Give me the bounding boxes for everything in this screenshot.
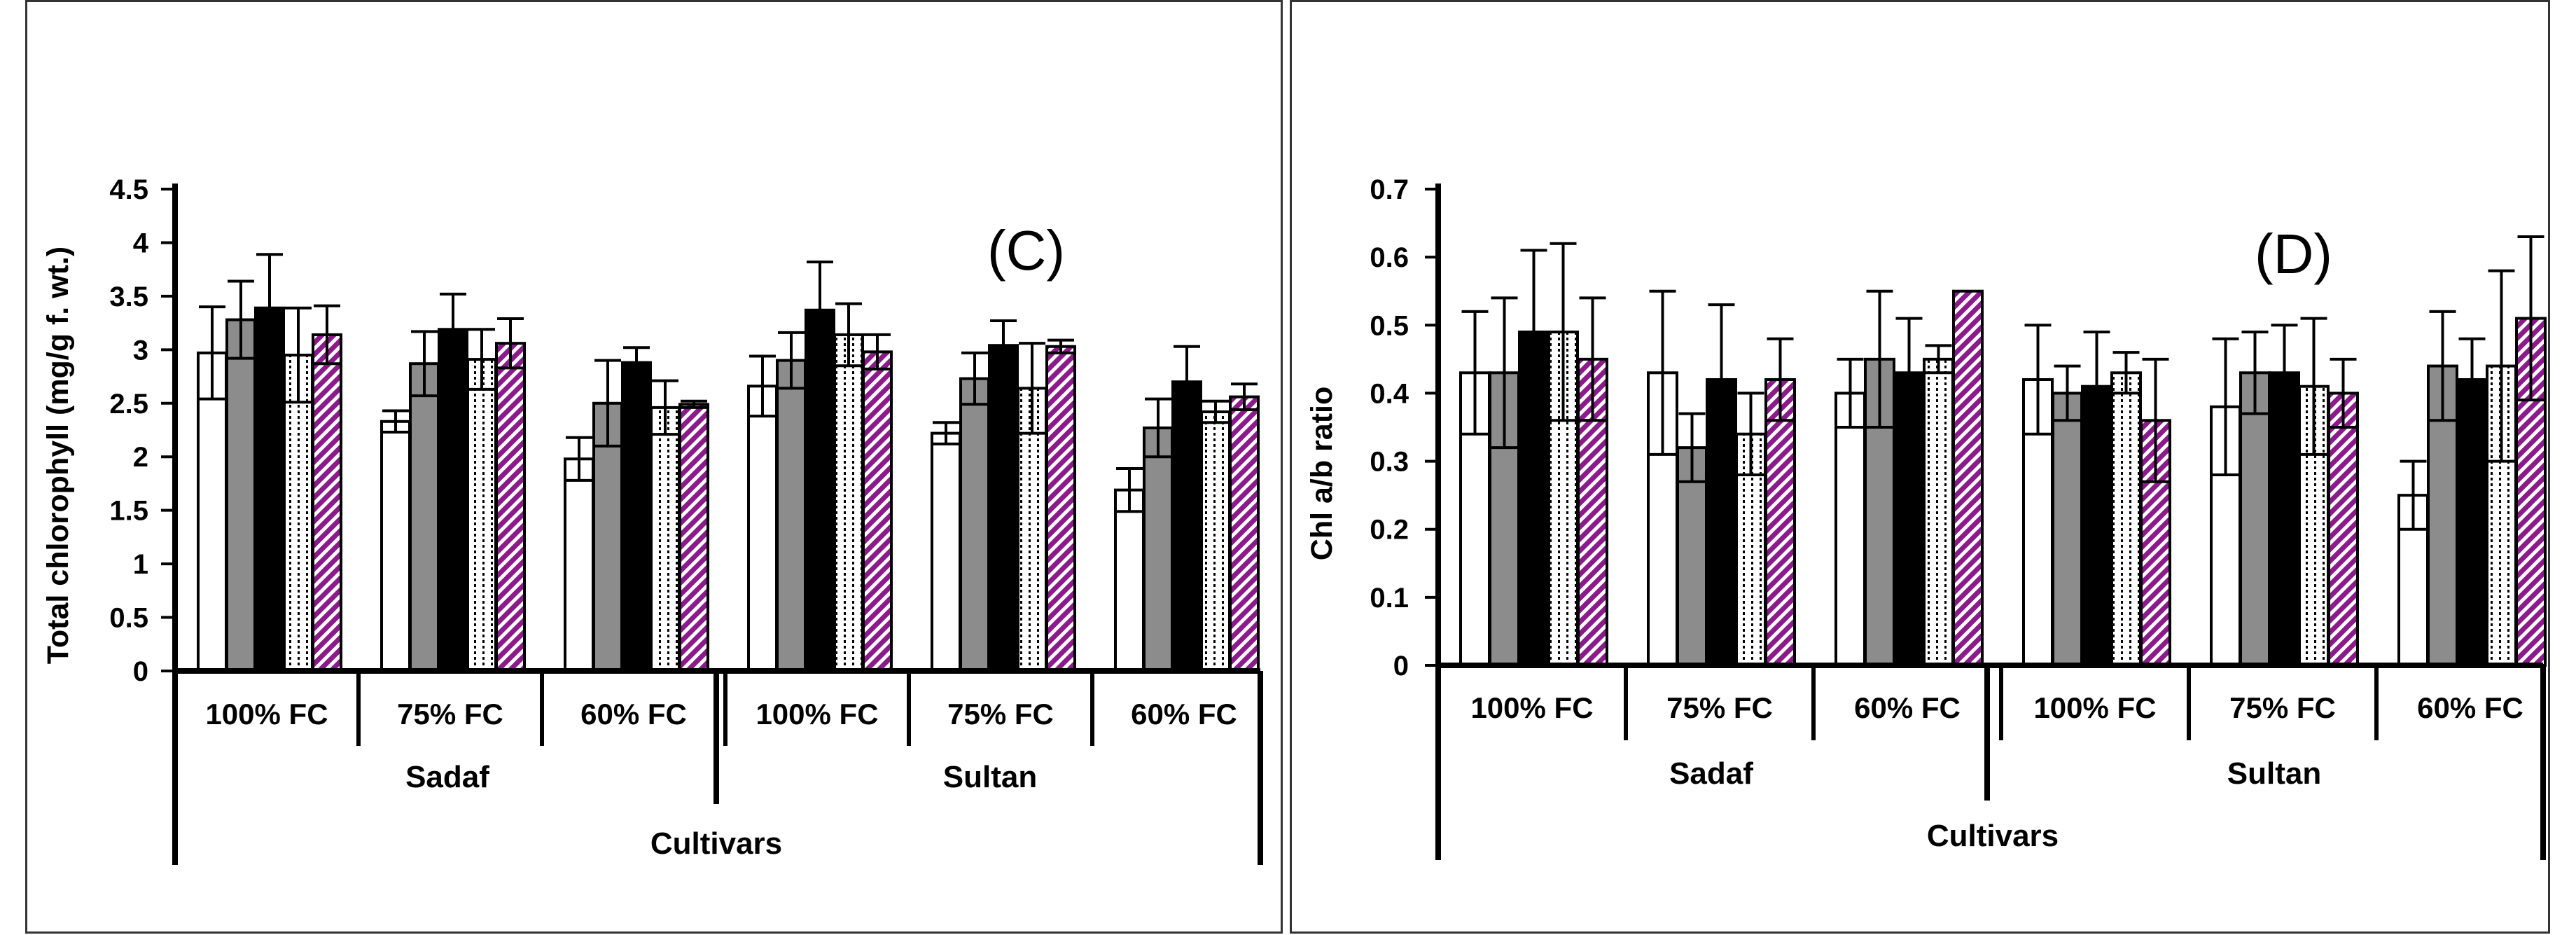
- bar: [1923, 357, 1954, 667]
- category-label: 100% FC: [205, 698, 328, 730]
- bar: [805, 308, 835, 672]
- category-label: 60% FC: [1131, 698, 1237, 730]
- category-label: 60% FC: [580, 698, 687, 730]
- y-tick-label: 0.1: [1370, 583, 1409, 614]
- bar: [564, 457, 594, 673]
- bar: [2052, 392, 2083, 667]
- bar: [409, 362, 440, 672]
- bar: [747, 385, 778, 672]
- bar: [312, 333, 342, 672]
- y-tick-label: 4: [133, 228, 149, 258]
- bar: [438, 328, 468, 672]
- category-label: 60% FC: [1854, 691, 1961, 724]
- bar: [678, 403, 709, 672]
- y-axis-title-d: Chl a/b ratio: [1305, 387, 1339, 560]
- panel-label-d: (D): [2255, 223, 2332, 285]
- y-tick-label: 0.5: [109, 603, 148, 634]
- bar: [225, 318, 256, 672]
- plot-area-d: 0 0.1 0.2 0.3 0.4 0.5 0.6 0.7 100% FC 75% FC 60% F…: [1370, 174, 2547, 860]
- y-tick-label: 0: [1393, 651, 1409, 681]
- category-label: 75% FC: [1666, 691, 1773, 724]
- y-tick-label: 0.3: [1370, 447, 1409, 478]
- plot-area-c: 0 0.5 1 1.5 2 2.5 3 3.5 4 4.5 100% FC 75% FC 60% FC 1…: [109, 174, 1263, 865]
- category-label: 100% FC: [1470, 691, 1593, 724]
- bar: [776, 359, 807, 672]
- bar: [862, 350, 893, 672]
- bar: [495, 342, 526, 672]
- y-tick-label: 2: [133, 442, 148, 473]
- bar: [466, 358, 497, 672]
- category-label: 60% FC: [2417, 691, 2523, 724]
- bar: [2110, 371, 2142, 667]
- y-tick-label: 1.5: [109, 496, 148, 527]
- group-label-sultan-d: Sultan: [2227, 756, 2321, 791]
- bar: [197, 351, 228, 672]
- y-tick-label: 3.5: [109, 282, 148, 312]
- y-tick-label: 0.2: [1370, 515, 1409, 546]
- y-tick-label: 0: [133, 656, 148, 687]
- bar: [1017, 387, 1047, 673]
- bar: [1045, 345, 1076, 672]
- y-axis-title-c: Total chlorophyll (mg/g f. wt.): [41, 247, 75, 664]
- y-tick-label: 0.6: [1370, 242, 1409, 273]
- category-label: 75% FC: [947, 698, 1054, 730]
- bar: [2456, 378, 2488, 667]
- group-label-sadaf-d: Sadaf: [1669, 756, 1753, 791]
- y-tick-label: 0.4: [1370, 378, 1409, 409]
- bar: [959, 377, 990, 672]
- bar: [1834, 392, 1866, 667]
- y-tick-label: 0.5: [1370, 310, 1409, 341]
- category-label: 100% FC: [756, 698, 878, 730]
- category-label: 75% FC: [2229, 691, 2336, 724]
- y-tick-label: 4.5: [109, 174, 148, 205]
- bar: [650, 406, 681, 672]
- bar: [1764, 378, 1796, 667]
- bar: [1171, 380, 1202, 672]
- x-axis-title-c: Cultivars: [650, 826, 782, 861]
- group-label-sadaf-c: Sadaf: [405, 760, 489, 794]
- y-tick-label: 3: [133, 335, 148, 366]
- y-tick-label: 1: [133, 549, 148, 580]
- bar: [2327, 392, 2359, 667]
- bar: [988, 344, 1019, 672]
- x-axis-title-d: Cultivars: [1927, 819, 2059, 853]
- bar: [1952, 289, 1984, 667]
- bar: [931, 431, 961, 672]
- bar: [1114, 488, 1145, 673]
- y-tick-label: 2.5: [109, 389, 148, 420]
- bar: [1200, 410, 1231, 673]
- bar: [2239, 371, 2271, 667]
- category-label: 100% FC: [2033, 691, 2156, 724]
- category-label: 75% FC: [397, 698, 503, 730]
- bar: [621, 361, 652, 672]
- bar: [1143, 426, 1174, 672]
- bar: [380, 420, 411, 672]
- bar: [833, 333, 864, 672]
- group-label-sultan-c: Sultan: [943, 760, 1037, 794]
- panel-label-c: (C): [987, 219, 1065, 282]
- y-tick-label: 0.7: [1370, 174, 1409, 205]
- bar: [1229, 395, 1260, 672]
